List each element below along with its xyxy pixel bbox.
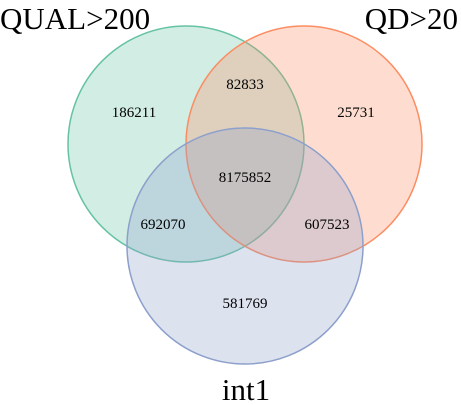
- set-label-b: QD>20: [365, 1, 458, 36]
- region-labels: 186211 25731 82833 8175852 692070 607523…: [112, 77, 375, 312]
- region-abc: 8175852: [219, 170, 272, 186]
- circle-set-c: [126, 127, 364, 365]
- region-ac: 692070: [141, 217, 186, 233]
- region-ab: 82833: [226, 77, 264, 93]
- set-label-a: QUAL>200: [0, 1, 150, 36]
- set-label-c: int1: [222, 372, 270, 405]
- region-c-only: 581769: [223, 296, 268, 312]
- region-b-only: 25731: [337, 105, 375, 121]
- set-circles: [67, 25, 423, 365]
- region-bc: 607523: [305, 217, 350, 233]
- region-a-only: 186211: [112, 105, 156, 121]
